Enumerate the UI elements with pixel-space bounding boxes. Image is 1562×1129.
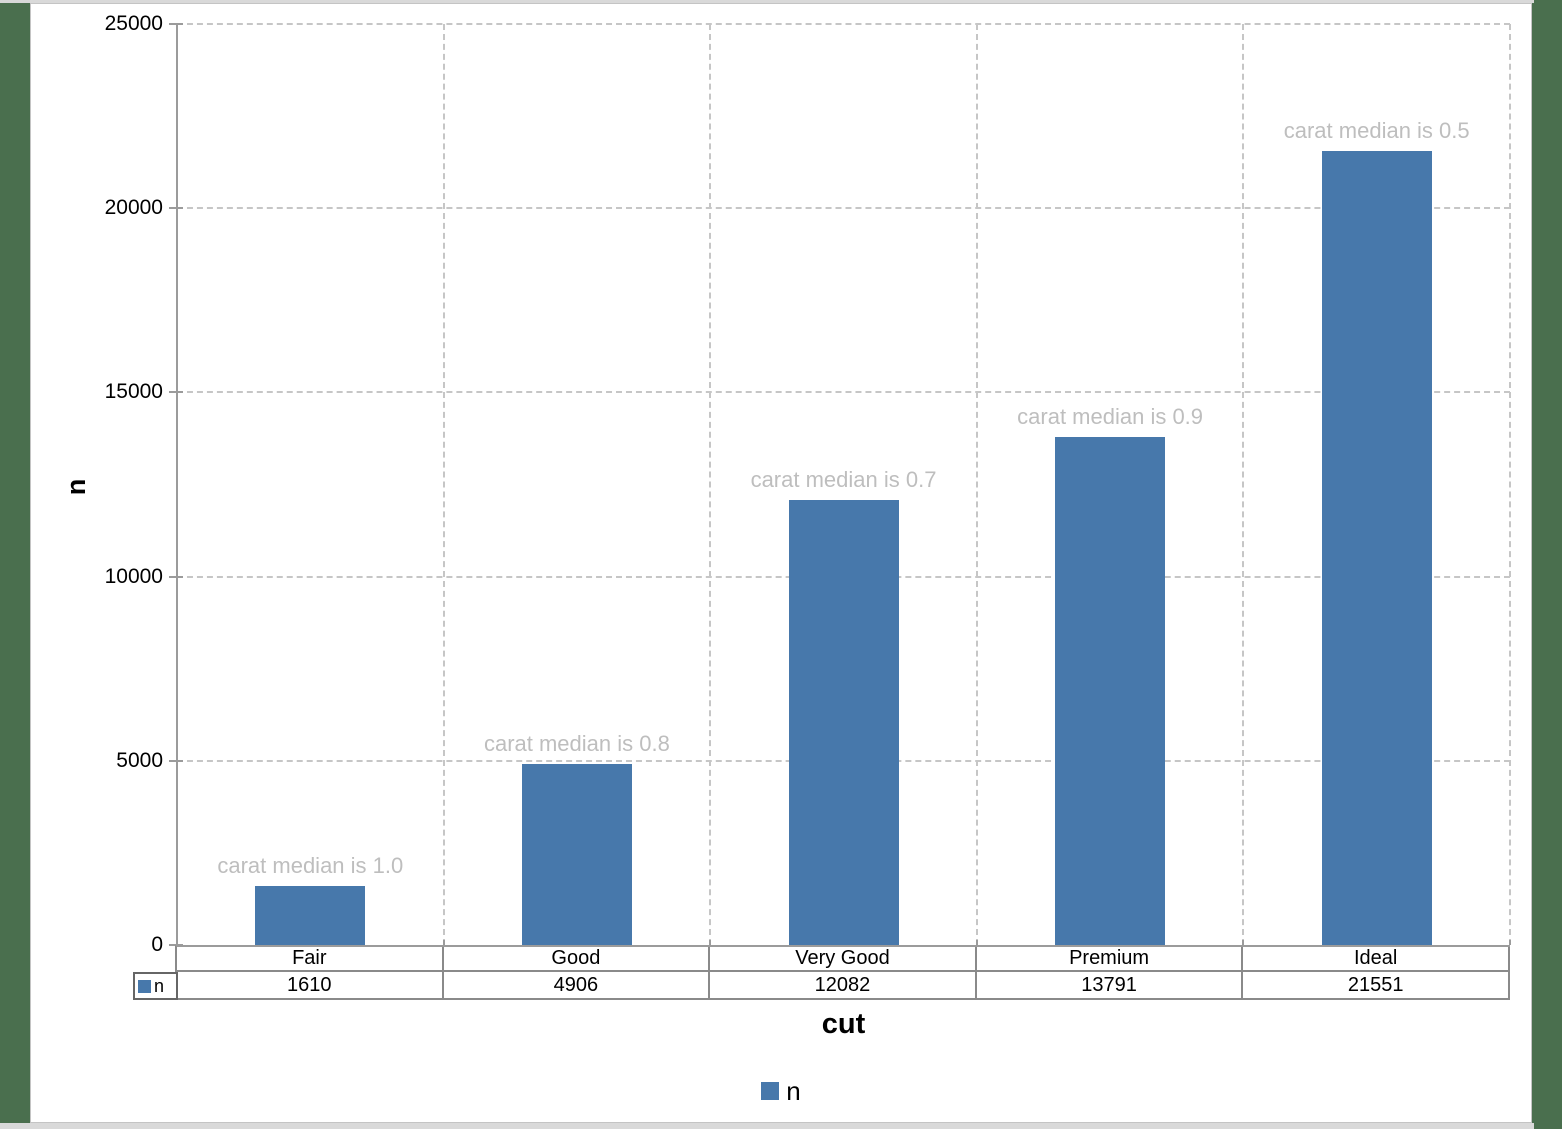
bar-fair xyxy=(255,885,366,945)
x-gridline xyxy=(1242,24,1245,945)
table-value-cell: 13791 xyxy=(977,972,1244,998)
table-category-cell: Very Good xyxy=(710,947,977,970)
x-tick-mark xyxy=(975,940,978,945)
table-category-cell: Ideal xyxy=(1243,947,1510,970)
table-category-cell: Good xyxy=(444,947,711,970)
legend: n xyxy=(30,1076,1532,1106)
top-border-strip xyxy=(0,0,1534,3)
y-tick-label: 5000 xyxy=(116,748,163,772)
y-tick-label: 25000 xyxy=(104,12,163,35)
table-value-cell: 4906 xyxy=(444,972,711,998)
x-gridline xyxy=(442,24,445,945)
x-tick-mark xyxy=(1509,940,1511,945)
bar-good xyxy=(521,764,632,945)
x-gridline xyxy=(1509,24,1511,945)
y-axis-title: n xyxy=(61,478,91,496)
bar-ideal xyxy=(1321,151,1432,945)
y-axis-line xyxy=(176,24,178,945)
table-value-cell: 12082 xyxy=(710,972,977,998)
table-value-row: 1610 4906 12082 13791 21551 xyxy=(175,972,1510,1000)
annotation-ideal: carat median is 0.5 xyxy=(1283,118,1470,144)
x-tick-mark xyxy=(1242,940,1245,945)
legend-swatch xyxy=(761,1082,780,1100)
y-tick-label: 20000 xyxy=(104,196,163,220)
bar-very-good xyxy=(788,499,899,945)
x-gridline xyxy=(975,24,978,945)
annotation-very-good: carat median is 0.7 xyxy=(750,466,937,492)
x-tick-mark xyxy=(442,940,445,945)
annotation-premium: carat median is 0.9 xyxy=(1017,403,1204,429)
x-gridline xyxy=(709,24,712,945)
annotation-good: carat median is 0.8 xyxy=(483,731,670,757)
table-key-label: n xyxy=(154,975,165,996)
legend-label: n xyxy=(786,1075,801,1106)
y-gridline xyxy=(177,207,1510,210)
y-gridline xyxy=(177,23,1510,25)
table-header-row: Fair Good Very Good Premium Ideal xyxy=(175,945,1510,972)
y-tick-label: 10000 xyxy=(104,564,163,588)
series-color-swatch xyxy=(138,979,151,993)
table-value-cell: 21551 xyxy=(1243,972,1510,998)
x-tick-mark xyxy=(709,940,712,945)
y-tick-label: 0 xyxy=(151,933,163,956)
y-tick-label: 15000 xyxy=(104,380,163,404)
bottom-border-strip xyxy=(0,1123,1534,1129)
table-category-cell: Premium xyxy=(977,947,1244,970)
table-category-cell: Fair xyxy=(177,947,444,970)
x-axis-title: cut xyxy=(821,1008,866,1040)
annotation-fair: carat median is 1.0 xyxy=(217,852,404,878)
bar-premium xyxy=(1055,436,1166,945)
table-key-cell: n xyxy=(133,972,178,1000)
y-gridline xyxy=(177,391,1510,394)
table-value-cell: 1610 xyxy=(177,972,444,998)
